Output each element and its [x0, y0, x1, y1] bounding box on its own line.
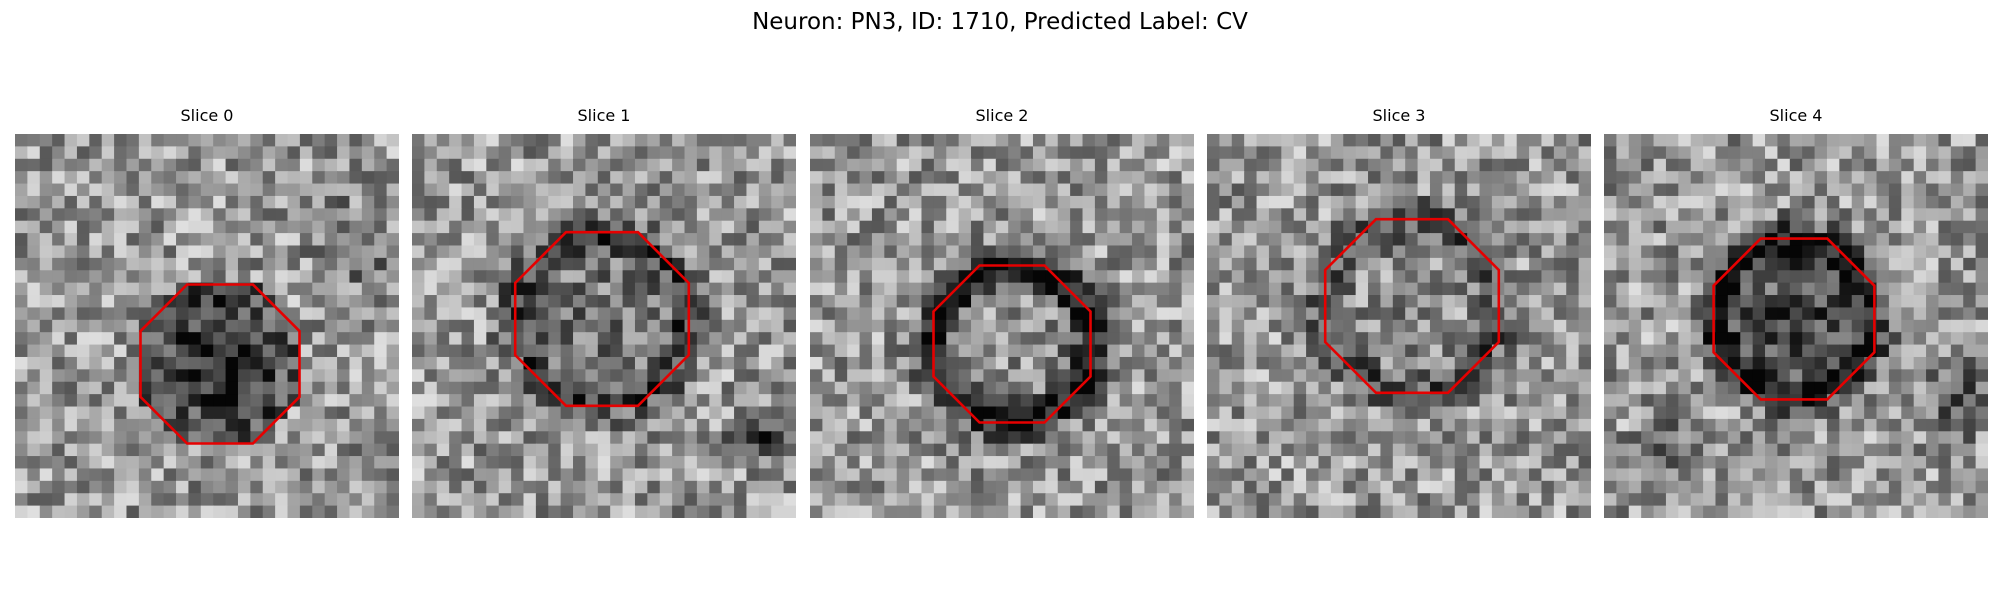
- slice-title: Slice 4: [1769, 106, 1823, 125]
- figure-title: Neuron: PN3, ID: 1710, Predicted Label: …: [752, 9, 1248, 35]
- pixel-grid: [810, 134, 1194, 518]
- contour-octagon: [1323, 217, 1501, 395]
- slice-title: Slice 0: [180, 106, 234, 125]
- slice-panel-2: Slice 2: [810, 106, 1194, 536]
- slice-panel-1: Slice 1: [412, 106, 796, 536]
- slice-panel-4: Slice 4: [1604, 106, 1988, 536]
- micrograph-image: [1207, 134, 1591, 518]
- micrograph-image: [810, 134, 1194, 518]
- pixel-grid: [1604, 134, 1988, 518]
- contour-octagon: [932, 264, 1092, 424]
- micrograph-image: [15, 134, 399, 518]
- slice-title: Slice 2: [975, 106, 1029, 125]
- slice-title: Slice 1: [577, 106, 631, 125]
- pixel-grid: [1207, 134, 1591, 518]
- pixel-grid: [412, 134, 796, 518]
- micrograph-image: [412, 134, 796, 518]
- slice-panel-0: Slice 0: [15, 106, 399, 536]
- slice-title: Slice 3: [1372, 106, 1426, 125]
- micrograph-image: [1604, 134, 1988, 518]
- pixel-grid: [15, 134, 399, 518]
- contour-octagon: [1712, 237, 1876, 401]
- contour-octagon: [139, 283, 301, 445]
- slice-panel-3: Slice 3: [1207, 106, 1591, 536]
- contour-octagon: [513, 230, 691, 408]
